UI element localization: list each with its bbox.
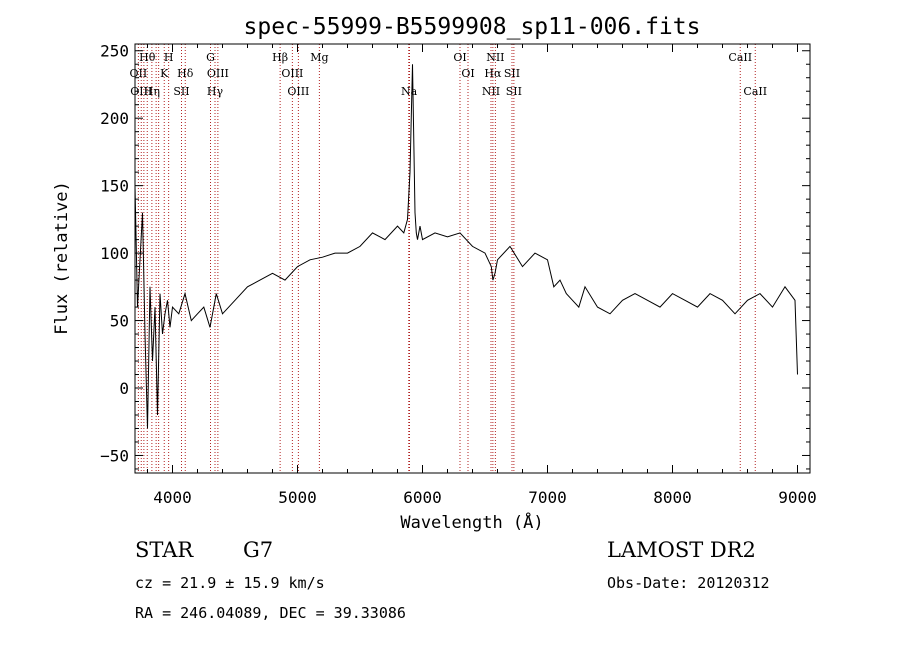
x-axis-ticks: 4000 5000 6000 7000 8000 9000 [147, 44, 817, 507]
y-tick-label-150: 150 [100, 177, 129, 196]
x-tick-label-9000: 9000 [778, 488, 817, 507]
y-tick-label-50: 50 [110, 312, 129, 331]
line-label-6: NII [486, 51, 504, 64]
x-tick-label-5000: 5000 [278, 488, 317, 507]
line-label-4: Mg [310, 51, 328, 64]
survey-name: LAMOST DR2 [607, 538, 756, 562]
line-marker-group [137, 44, 756, 473]
line-label-24: CaII [743, 85, 767, 98]
line-label-21: Na [401, 85, 418, 98]
line-label-13: OI [461, 67, 474, 80]
x-tick-label-8000: 8000 [653, 488, 692, 507]
line-label-15: SII [504, 67, 520, 80]
line-label-14: Hα [484, 67, 502, 80]
line-label-17: Hη [144, 85, 160, 98]
line-label-20: OIII [287, 85, 309, 98]
chart-title: spec-55999-B5599908_sp11-006.fits [244, 14, 701, 40]
line-label-18: SII [173, 85, 189, 98]
line-label-7: CaII [728, 51, 752, 64]
object-subclass: G7 [243, 538, 274, 562]
x-tick-label-6000: 6000 [403, 488, 442, 507]
plot-frame [134, 43, 811, 474]
y-tick-label--50: −50 [100, 446, 129, 465]
line-label-10: Hδ [177, 67, 194, 80]
line-label-5: OI [453, 51, 466, 64]
line-label-8: OII [130, 67, 148, 80]
line-label-19: Hγ [207, 85, 224, 98]
line-label-23: SII [506, 85, 522, 98]
y-axis-label: Flux (relative) [52, 181, 72, 335]
x-tick-label-4000: 4000 [153, 488, 192, 507]
line-label-22: NII [482, 85, 500, 98]
coordinates-readout: RA = 246.04089, DEC = 39.33086 [135, 604, 406, 622]
line-label-1: H [164, 51, 174, 64]
x-axis-label: Wavelength (Å) [400, 511, 543, 533]
redshift-readout: cz = 21.9 ± 15.9 km/s [135, 574, 325, 592]
line-label-12: OIII [281, 67, 303, 80]
object-class: STAR [135, 538, 194, 562]
line-label-0: Hθ [139, 51, 156, 64]
line-label-9: K [160, 67, 169, 80]
line-label-16: OIII [130, 85, 152, 98]
line-label-2: G [206, 51, 215, 64]
x-tick-label-7000: 7000 [528, 488, 567, 507]
y-tick-label-200: 200 [100, 109, 129, 128]
spectrum-line [134, 64, 798, 429]
y-tick-label-0: 0 [119, 379, 129, 398]
line-label-3: Hβ [272, 51, 288, 64]
y-axis-ticks: −50 0 50 100 150 200 250 [100, 42, 810, 470]
observation-date: Obs-Date: 20120312 [607, 574, 770, 592]
y-tick-label-250: 250 [100, 42, 129, 61]
y-tick-label-100: 100 [100, 244, 129, 263]
line-label-11: OIII [207, 67, 229, 80]
